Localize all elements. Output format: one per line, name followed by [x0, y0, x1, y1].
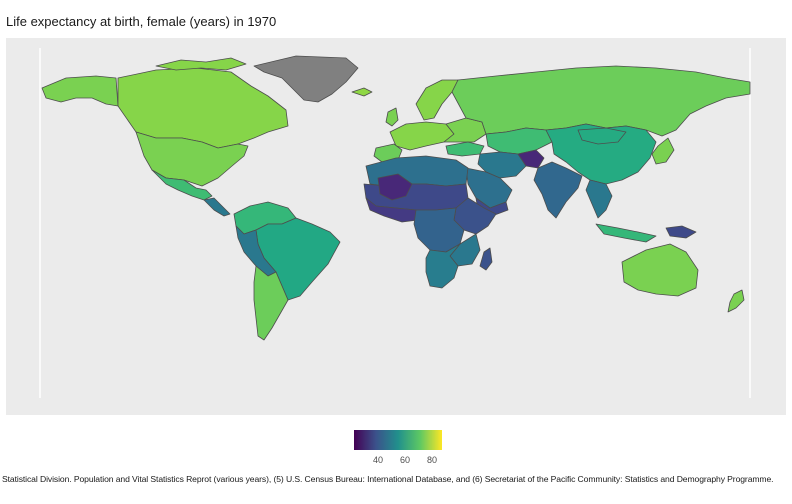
region-iran-iraq — [477, 151, 527, 179]
region-new-guinea — [665, 225, 697, 239]
region-alaska — [41, 75, 119, 107]
legend-tick-label: 40 — [372, 455, 384, 465]
region-mexico — [151, 169, 213, 201]
region-afghanistan — [517, 149, 545, 169]
legend-tick-mark — [405, 450, 406, 454]
region-mongolia — [577, 127, 627, 145]
legend-tick-mark — [378, 450, 379, 454]
region-australia — [621, 243, 699, 297]
region-southern-cone — [253, 265, 289, 341]
region-greenland — [253, 55, 359, 103]
region-russia — [451, 65, 751, 137]
region-indonesia — [595, 223, 657, 243]
region-canada-islands — [155, 57, 247, 71]
region-turkey — [445, 141, 485, 157]
legend-tick-label: 80 — [426, 455, 438, 465]
region-japan-korea — [651, 137, 675, 165]
legend-tick-label: 60 — [399, 455, 411, 465]
legend-color-bar — [354, 430, 442, 450]
map-panel — [6, 38, 786, 415]
region-western-europe — [389, 121, 455, 151]
map-title: Life expectancy at birth, female (years)… — [6, 14, 277, 29]
region-iceland — [351, 87, 373, 97]
region-central-asia — [485, 127, 553, 155]
region-scandinavia — [415, 79, 459, 121]
region-mali-niger — [377, 173, 413, 201]
region-china — [545, 123, 657, 185]
region-uk — [385, 107, 399, 127]
region-madagascar — [479, 247, 493, 271]
world-map — [39, 48, 751, 398]
color-legend: 40 60 80 — [354, 430, 454, 470]
region-southern-africa — [425, 243, 461, 289]
region-india — [533, 161, 583, 219]
region-central-america — [203, 197, 231, 217]
region-new-zealand — [727, 289, 745, 313]
source-caption: Statistical Division. Population and Vit… — [2, 474, 774, 484]
region-southeast-asia — [585, 179, 613, 219]
legend-tick-mark — [432, 450, 433, 454]
